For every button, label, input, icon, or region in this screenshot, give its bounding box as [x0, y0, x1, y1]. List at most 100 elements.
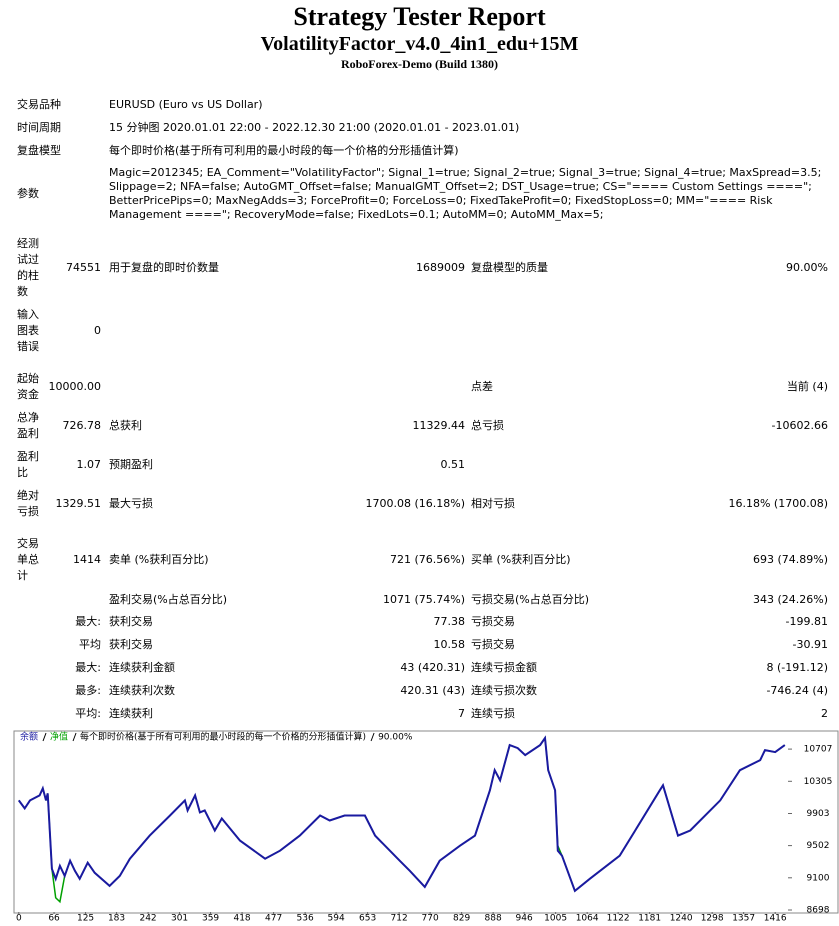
stat-value: 721 (76.56%) — [389, 553, 465, 566]
stat-value: 16.18% (1700.08) — [728, 497, 828, 510]
info-text: 15 分钟图 2020.01.01 22:00 - 2022.12.30 21:… — [109, 121, 520, 134]
stat-value: 当前 (4) — [786, 380, 828, 393]
legend-entry: 余额 — [20, 731, 38, 743]
info-label: 参数 — [17, 187, 39, 200]
stat-value: 1071 (75.74%) — [382, 593, 465, 606]
stat-label: 平均: — [75, 707, 101, 720]
x-tick-label: 359 — [202, 914, 219, 924]
stat-label: 输入图表错误 — [17, 308, 39, 353]
stat-label: 经测试过的柱数 — [17, 237, 39, 298]
stat-value: 693 (74.89%) — [752, 553, 828, 566]
x-tick-label: 0 — [16, 914, 22, 924]
x-tick-label: 1122 — [607, 914, 630, 924]
stat-label: 总净盈利 — [17, 411, 39, 440]
stat-value: -746.24 (4) — [766, 684, 828, 697]
x-tick-label: 125 — [77, 914, 94, 924]
stat-label: 最多: — [75, 684, 101, 697]
x-tick-label: 183 — [108, 914, 125, 924]
stat-value: 2 — [821, 707, 828, 720]
stat-value: 90.00% — [786, 261, 828, 274]
stat-label: 点差 — [471, 380, 493, 393]
info-label: 交易品种 — [17, 98, 61, 111]
x-tick-label: 946 — [516, 914, 533, 924]
x-tick-label: 653 — [359, 914, 376, 924]
stat-label: 获利交易 — [109, 638, 153, 651]
y-tick-label: 9100 — [807, 873, 830, 883]
stat-label: 交易单总计 — [17, 537, 39, 582]
stat-label: 亏损交易 — [471, 615, 515, 628]
stat-value: 420.31 (43) — [400, 684, 465, 697]
series-line — [17, 735, 786, 893]
info-text: EURUSD (Euro vs US Dollar) — [109, 98, 263, 111]
stat-value: 1689009 — [416, 261, 465, 274]
x-tick-label: 888 — [485, 914, 502, 924]
server-name: RoboForex-Demo (Build 1380) — [340, 57, 499, 71]
stat-label: 总亏损 — [471, 419, 504, 432]
x-tick-label: 712 — [391, 914, 408, 924]
stat-label: 连续获利 — [109, 707, 153, 720]
x-tick-label: 1064 — [576, 914, 599, 924]
x-tick-label: 66 — [48, 914, 60, 924]
stat-label: 最大: — [75, 615, 101, 628]
stat-label: 亏损交易 — [471, 638, 515, 651]
stat-value: 74551 — [66, 261, 101, 274]
stat-label: 连续获利次数 — [109, 684, 175, 697]
stat-value: 11329.44 — [412, 419, 466, 432]
balance-chart: 8698 9100 9502 9903 10305 10707 0 66 125 183 242 30… — [13, 730, 839, 924]
stat-value: -199.81 — [785, 615, 828, 628]
stat-label: 卖单 (%获利百分比) — [109, 553, 209, 566]
y-tick-label: 10707 — [804, 745, 833, 755]
stat-value: 8 (-191.12) — [766, 661, 828, 674]
stat-value: 1700.08 (16.18%) — [365, 497, 465, 510]
stat-label: 复盘模型的质量 — [471, 261, 548, 274]
x-tick-label: 594 — [328, 914, 345, 924]
x-tick-label: 829 — [453, 914, 470, 924]
stat-label: 最大亏损 — [109, 497, 153, 510]
x-tick-label: 242 — [139, 914, 156, 924]
info-label: 时间周期 — [17, 121, 61, 134]
x-tick-label: 1240 — [670, 914, 693, 924]
x-tick-label: 536 — [297, 914, 314, 924]
stat-label: 买单 (%获利百分比) — [471, 553, 571, 566]
x-tick-label: 301 — [171, 914, 188, 924]
stat-value: 1414 — [73, 553, 101, 566]
stat-value: 0 — [94, 324, 101, 337]
stat-label: 盈利交易(%占总百分比) — [109, 593, 228, 606]
stat-value: 343 (24.26%) — [752, 593, 828, 606]
info-text: Magic=2012345; EA_Comment="VolatilityFac… — [109, 166, 822, 221]
stat-label: 最大: — [75, 661, 101, 674]
stat-label: 连续亏损金额 — [471, 661, 537, 674]
info-text: 每个即时价格(基于所有可利用的最小时段的每一个价格的分形插值计算) — [109, 144, 459, 157]
x-tick-label: 1298 — [701, 914, 724, 924]
stat-label: 亏损交易(%占总百分比) — [471, 593, 590, 606]
report-title: Strategy Tester Report — [293, 2, 546, 31]
stat-label: 预期盈利 — [109, 458, 153, 471]
stat-value: 43 (420.31) — [400, 661, 465, 674]
chart-subtitle: 每个即时价格(基于所有可利用的最小时段的每一个价格的分形插值计算) — [80, 731, 366, 743]
stat-label: 连续亏损次数 — [471, 684, 537, 697]
stat-label: 平均 — [79, 638, 101, 651]
stat-value: 0.51 — [440, 458, 466, 471]
legend-separator — [370, 732, 375, 742]
report-subtitle: VolatilityFactor_v4.0_4in1_edu+15M — [260, 33, 579, 55]
stat-value: -30.91 — [792, 638, 828, 651]
legend-separator — [42, 732, 47, 742]
y-tick-label: 8698 — [807, 905, 830, 915]
x-tick-label: 770 — [422, 914, 439, 924]
x-tick-label: 1357 — [732, 914, 755, 924]
stat-label: 连续亏损 — [471, 707, 515, 720]
y-tick-label: 10305 — [804, 777, 833, 787]
chart-quality: 90.00% — [378, 733, 413, 743]
stat-label: 用于复盘的即时价数量 — [109, 261, 219, 274]
x-tick-label: 1181 — [638, 914, 661, 924]
x-tick-label: 1005 — [544, 914, 567, 924]
stat-value: 77.38 — [433, 615, 466, 628]
stat-value: 10000.00 — [48, 380, 102, 393]
stat-label: 起始资金 — [17, 372, 39, 401]
stat-label: 相对亏损 — [471, 497, 515, 510]
stat-value: 726.78 — [62, 419, 102, 432]
y-tick-label: 9903 — [807, 809, 830, 819]
stat-value: 1.07 — [76, 458, 102, 471]
legend-separator — [72, 732, 77, 742]
